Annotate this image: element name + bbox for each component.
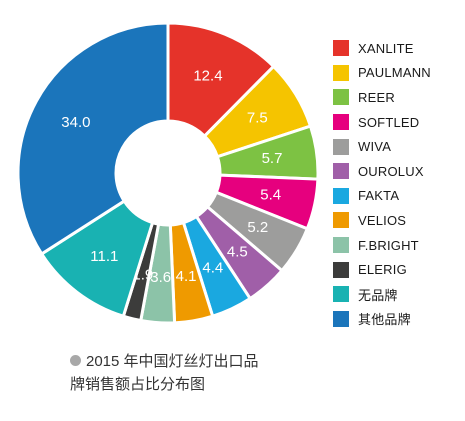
legend-label: OUROLUX	[358, 163, 424, 179]
slice-xanlite	[166, 21, 276, 139]
legend-swatch	[333, 163, 349, 180]
data-label-brand-11: 34.0	[61, 114, 90, 131]
legend-item: OUROLUX	[333, 159, 463, 184]
legend-item: 无品牌	[333, 282, 463, 307]
data-label-xanlite: 12.4	[193, 67, 222, 84]
donut-chart: 12.4 7.5 5.7 5.4 5.2 4.5 4.4 4.1 3.6 1.9 11.1 34.0	[16, 21, 320, 325]
legend-swatch	[333, 286, 349, 303]
legend-label: REER	[358, 89, 395, 105]
caption-line-1: 2015 年中国灯丝灯出口品	[86, 353, 259, 370]
legend-item: REER	[333, 85, 463, 110]
legend-swatch	[333, 114, 349, 131]
legend-swatch	[333, 212, 349, 229]
legend-swatch	[333, 237, 349, 254]
data-label-fakta: 4.4	[202, 259, 223, 276]
donut-svg: 12.47.55.75.45.24.54.44.13.61.911.134.0	[16, 21, 320, 325]
data-label-brand-10: 11.1	[90, 248, 118, 265]
legend-label: 无品牌	[358, 287, 398, 303]
legend-swatch	[333, 89, 349, 106]
legend-label: 其他品牌	[358, 312, 411, 328]
legend-swatch	[333, 138, 349, 155]
data-label-paulmann: 7.5	[247, 109, 268, 126]
legend-item: FAKTA	[333, 184, 463, 209]
caption-bullet-icon	[70, 355, 81, 366]
chart-caption: 2015 年中国灯丝灯出口品 牌销售额占比分布图	[70, 350, 400, 396]
caption-line-2: 牌销售额占比分布图	[70, 376, 206, 393]
legend-label: WIVA	[358, 139, 392, 155]
legend-label: FAKTA	[358, 188, 400, 204]
legend-item: ELERIG	[333, 257, 463, 282]
legend-item: WIVA	[333, 134, 463, 159]
legend-item: PAULMANN	[333, 61, 463, 86]
data-label-wiva: 5.2	[247, 219, 268, 236]
data-label-f-bright: 3.6	[150, 269, 171, 286]
legend-label: VELIOS	[358, 212, 407, 228]
legend-item: VELIOS	[333, 208, 463, 233]
legend-swatch	[333, 40, 349, 57]
data-label-reer: 5.7	[262, 150, 283, 167]
legend-label: PAULMANN	[358, 65, 431, 81]
slice-brand-11	[16, 21, 170, 256]
legend-item: XANLITE	[333, 36, 463, 61]
legend-swatch	[333, 64, 349, 81]
legend-label: SOFTLED	[358, 114, 420, 130]
chart-legend: XANLITE PAULMANN REER SOFTLED WIVA OUROLUX FAK…	[333, 36, 463, 331]
legend-item: SOFTLED	[333, 110, 463, 135]
legend-swatch	[333, 187, 349, 204]
legend-item: F.BRIGHT	[333, 233, 463, 258]
data-label-velios: 4.1	[176, 268, 197, 285]
legend-label: ELERIG	[358, 262, 407, 278]
data-label-ourolux: 4.5	[227, 243, 248, 260]
data-label-softled: 5.4	[260, 186, 281, 203]
legend-label: XANLITE	[358, 40, 414, 56]
legend-label: F.BRIGHT	[358, 237, 419, 253]
legend-swatch	[333, 261, 349, 278]
legend-swatch	[333, 310, 349, 327]
legend-item: 其他品牌	[333, 307, 463, 332]
